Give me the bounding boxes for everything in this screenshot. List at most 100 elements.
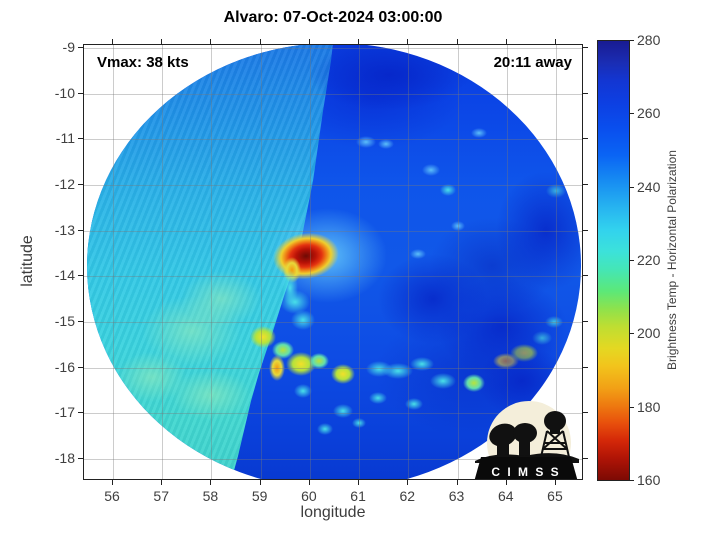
y-tick-mark	[583, 138, 588, 140]
y-tick-label: -10	[54, 84, 75, 101]
storm-feature-yellow	[250, 326, 277, 349]
dish-antenna-icon	[513, 423, 537, 443]
x-tick-label: 57	[153, 488, 169, 504]
storm-feature-greenyellow	[308, 352, 329, 369]
cimss-logo: C I M S S	[474, 401, 579, 479]
storm-feature-cyan	[368, 391, 387, 404]
x-tick-label: 62	[399, 488, 416, 504]
colorbar-tick-label: 200	[637, 325, 661, 342]
y-tick-mark	[78, 92, 83, 94]
x-tick-mark	[358, 480, 360, 485]
y-tick-label: -11	[55, 130, 75, 147]
storm-feature-cyan	[410, 357, 435, 371]
x-tick-mark	[259, 39, 261, 44]
storm-feature-cyan	[332, 404, 353, 419]
x-tick-mark	[308, 39, 310, 44]
y-tick-mark	[583, 92, 588, 94]
colorbar-tick-mark	[630, 186, 634, 188]
eta-annotation: 20:11 away	[493, 54, 572, 71]
y-tick-mark	[78, 184, 83, 185]
y-tick-mark	[78, 321, 83, 323]
x-tick-mark	[358, 39, 360, 44]
x-tick-label: 63	[448, 488, 465, 504]
storm-feature-darknavy	[377, 254, 488, 345]
y-tick-mark	[583, 458, 588, 460]
y-tick-label: -16	[54, 358, 75, 375]
y-tick-mark	[78, 229, 83, 231]
y-tick-mark	[583, 275, 588, 277]
y-tick-label: -15	[54, 313, 75, 330]
colorbar-tick-mark	[630, 406, 634, 408]
storm-feature-cyan	[294, 383, 312, 398]
plot-area: Vmax: 38 kts 20:11 away C I M S S	[83, 44, 583, 480]
x-tick-mark	[505, 39, 507, 44]
y-tick-label: -12	[54, 176, 75, 192]
x-tick-label: 65	[547, 488, 563, 504]
storm-feature-cyan	[404, 398, 423, 411]
x-tick-mark	[259, 480, 261, 485]
x-tick-label: 59	[251, 488, 268, 504]
x-tick-mark	[308, 480, 310, 485]
storm-feature-cyan	[290, 309, 315, 330]
x-tick-mark	[554, 480, 556, 485]
colorbar-tick-label: 160	[637, 471, 661, 488]
y-tick-mark	[78, 458, 83, 460]
colorbar-tick-mark	[630, 113, 634, 115]
y-tick-label: -17	[54, 404, 75, 421]
vmax-annotation: Vmax: 38 kts	[97, 54, 189, 71]
cimss-logo-text: C I M S S	[491, 465, 560, 479]
y-tick-mark	[583, 229, 588, 231]
x-tick-mark	[210, 480, 212, 485]
storm-feature-darknavy	[496, 170, 581, 291]
y-tick-mark	[78, 275, 83, 277]
x-tick-mark	[112, 480, 113, 485]
x-axis-label: longitude	[300, 504, 366, 521]
storm-feature-lightblue	[356, 135, 376, 148]
water-tower-base-icon	[550, 428, 560, 434]
storm-feature-orange	[268, 354, 285, 381]
colorbar-tick-mark	[630, 259, 634, 261]
storm-feature-cyan	[429, 372, 456, 389]
x-tick-label: 60	[301, 488, 317, 504]
dish-antenna-icon	[489, 423, 517, 447]
storm-feature-cyan	[316, 423, 333, 436]
x-tick-label: 61	[350, 488, 366, 504]
water-tower-icon	[540, 430, 570, 458]
storm-feature-cyan	[280, 289, 311, 314]
x-tick-mark	[407, 480, 409, 485]
x-tick-mark	[210, 39, 212, 44]
y-tick-mark	[583, 47, 588, 48]
y-tick-label: -13	[54, 221, 75, 238]
y-tick-label: -9	[62, 39, 75, 55]
storm-feature-lightblue	[378, 138, 395, 149]
storm-feature-cyan	[440, 183, 457, 196]
x-tick-label: 64	[497, 488, 514, 504]
colorbar	[597, 40, 630, 481]
plot-title: Alvaro: 07-Oct-2024 03:00:00	[223, 9, 443, 26]
x-tick-label: 58	[202, 488, 219, 504]
storm-feature-palegreen	[181, 271, 262, 328]
x-tick-mark	[161, 480, 163, 485]
y-tick-mark	[583, 321, 588, 323]
x-tick-mark	[456, 480, 458, 485]
water-tower-tank-icon	[544, 411, 566, 431]
colorbar-tick-label: 220	[637, 251, 661, 268]
colorbar-tick-mark	[630, 479, 634, 481]
y-tick-label: -14	[54, 267, 75, 284]
y-tick-mark	[78, 366, 83, 368]
colorbar-tick-label: 240	[637, 178, 661, 195]
storm-feature-lightblue	[422, 163, 440, 176]
x-tick-mark	[456, 39, 458, 44]
storm-feature-yellow	[330, 364, 355, 385]
x-tick-label: 56	[104, 488, 120, 504]
y-tick-mark	[583, 412, 588, 414]
x-tick-mark	[554, 39, 556, 44]
x-tick-mark	[112, 39, 113, 44]
microwave-swath-image	[87, 45, 581, 479]
y-tick-mark	[583, 366, 588, 368]
x-tick-mark	[407, 39, 409, 44]
dish-mount-icon	[519, 439, 530, 459]
storm-feature-cyan	[352, 417, 367, 428]
colorbar-tick-label: 180	[637, 398, 661, 415]
